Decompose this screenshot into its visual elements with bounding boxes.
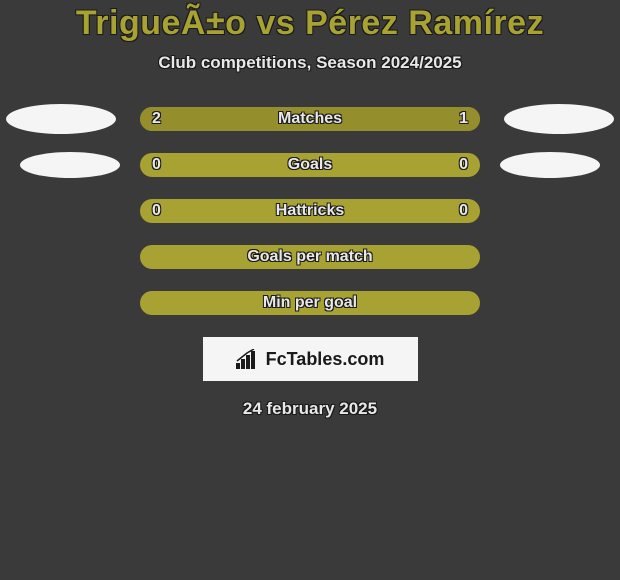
brand-badge[interactable]: FcTables.com <box>203 337 418 381</box>
stat-value-right: 0 <box>459 202 468 220</box>
date-text: 24 february 2025 <box>0 399 620 419</box>
player-avatar-right <box>504 104 614 134</box>
stat-bar: Min per goal <box>140 291 480 315</box>
brand-text: FcTables.com <box>266 349 385 370</box>
stat-value-left: 0 <box>152 156 161 174</box>
comparison-card: TrigueÃ±o vs Pérez Ramírez Club competit… <box>0 0 620 419</box>
stat-value-right: 1 <box>459 110 468 128</box>
stat-label: Hattricks <box>276 202 344 220</box>
stat-label: Goals <box>288 156 332 174</box>
stat-label: Goals per match <box>247 248 372 266</box>
player-avatar-left <box>6 104 116 134</box>
stat-value-left: 2 <box>152 110 161 128</box>
stat-bar: 0 Goals 0 <box>140 153 480 177</box>
stat-label: Min per goal <box>263 294 357 312</box>
stat-bar: 0 Hattricks 0 <box>140 199 480 223</box>
stat-row: 0 Goals 0 <box>0 153 620 177</box>
stats-list: 2 Matches 1 0 Goals 0 0 Hattricks 0 Goals per mat… <box>0 107 620 315</box>
stat-bar: Goals per match <box>140 245 480 269</box>
stat-label: Matches <box>278 110 342 128</box>
stat-value-right: 0 <box>459 156 468 174</box>
subtitle: Club competitions, Season 2024/2025 <box>0 53 620 73</box>
stat-row: Min per goal <box>0 291 620 315</box>
stat-row: 2 Matches 1 <box>0 107 620 131</box>
stat-value-left: 0 <box>152 202 161 220</box>
page-title: TrigueÃ±o vs Pérez Ramírez <box>0 4 620 43</box>
player-avatar-right <box>500 152 600 178</box>
player-avatar-left <box>20 152 120 178</box>
stat-row: 0 Hattricks 0 <box>0 199 620 223</box>
brand-icon <box>236 349 260 369</box>
stat-bar: 2 Matches 1 <box>140 107 480 131</box>
stat-row: Goals per match <box>0 245 620 269</box>
